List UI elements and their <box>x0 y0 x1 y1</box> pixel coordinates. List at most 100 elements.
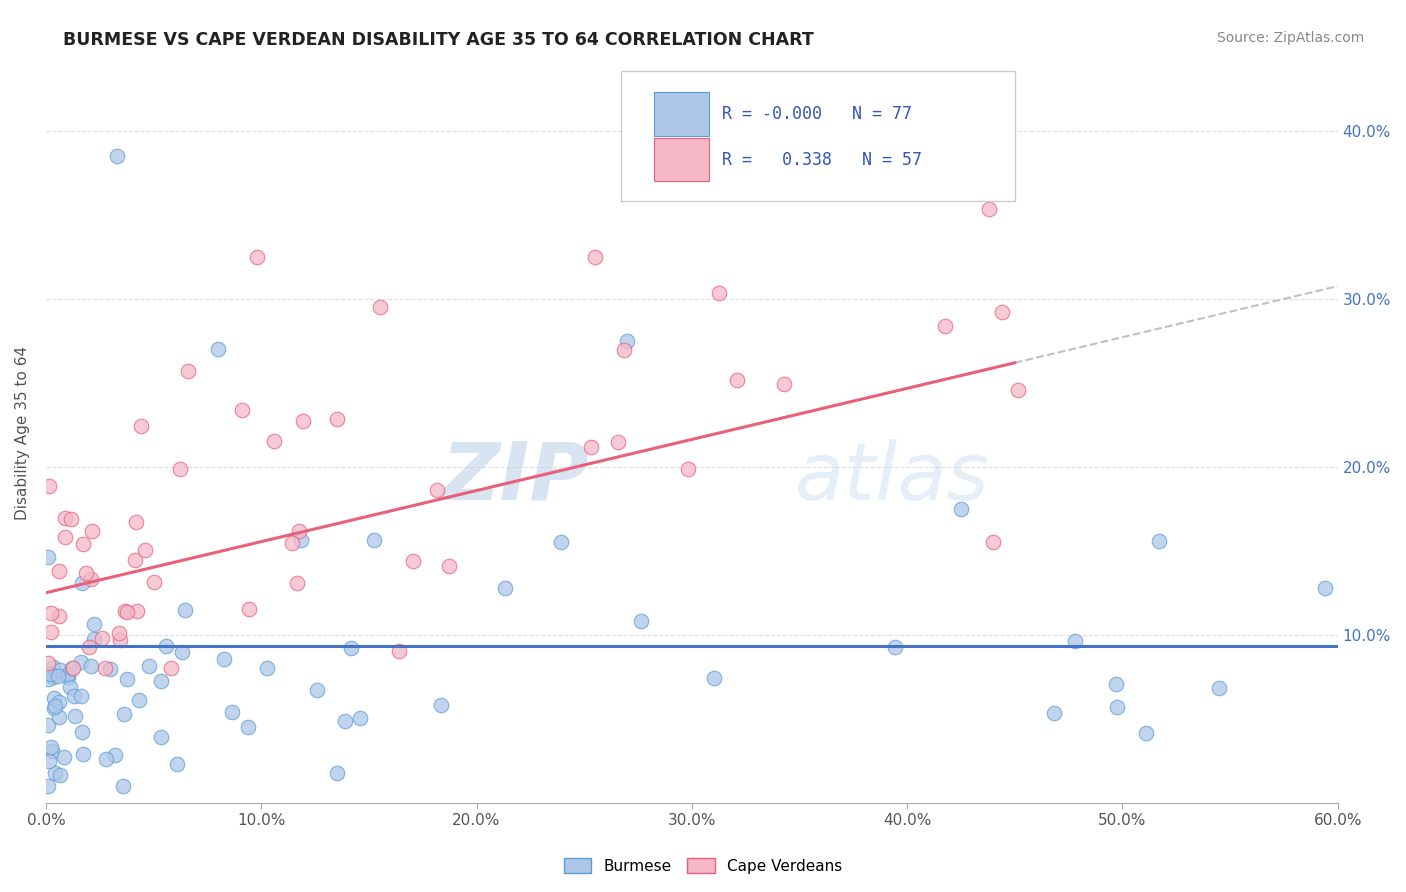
FancyBboxPatch shape <box>654 92 709 136</box>
Point <box>98 662 121 676</box>
Point <box>80 572 103 586</box>
Point <box>94 752 117 766</box>
Point <box>41 670 63 684</box>
Point <box>613 343 636 357</box>
Point <box>207 343 229 357</box>
Point <box>58 667 80 681</box>
Point <box>1042 706 1064 720</box>
Point <box>579 440 602 454</box>
Point <box>142 574 165 589</box>
Point <box>170 645 193 659</box>
Point <box>1105 676 1128 690</box>
Point <box>335 714 357 729</box>
Point <box>155 639 177 653</box>
Point <box>42 660 65 674</box>
Point <box>401 554 423 568</box>
Point <box>246 250 269 264</box>
Point <box>39 625 62 640</box>
Point <box>48 694 70 708</box>
Text: Source: ZipAtlas.com: Source: ZipAtlas.com <box>1216 31 1364 45</box>
Point <box>707 286 730 301</box>
Point <box>70 576 93 591</box>
Point <box>37 779 59 793</box>
Point <box>48 564 70 578</box>
Point <box>56 669 79 683</box>
Point <box>60 511 83 525</box>
Point <box>550 535 572 549</box>
Point <box>105 149 128 163</box>
Point <box>292 414 315 428</box>
Point <box>41 744 63 758</box>
Point <box>494 582 516 596</box>
Point <box>42 701 65 715</box>
Point <box>177 364 200 378</box>
Point <box>112 779 135 793</box>
Point <box>72 747 94 761</box>
Point <box>115 605 138 619</box>
Point <box>58 680 80 694</box>
Point <box>1313 581 1336 595</box>
Point <box>38 479 60 493</box>
Point <box>37 718 59 732</box>
Point <box>39 667 62 681</box>
Point <box>169 461 191 475</box>
Point <box>83 617 105 632</box>
Point <box>326 412 349 426</box>
Point <box>160 661 183 675</box>
Point <box>221 705 243 719</box>
Point <box>727 373 749 387</box>
Point <box>79 640 101 654</box>
Point <box>53 511 76 525</box>
Point <box>38 754 60 768</box>
Point <box>69 656 91 670</box>
Point <box>37 550 59 565</box>
Point <box>238 601 260 615</box>
Point <box>1007 383 1029 397</box>
Point <box>48 608 70 623</box>
Point <box>90 631 112 645</box>
Point <box>150 674 173 689</box>
Point <box>363 533 385 548</box>
Point <box>108 632 131 647</box>
Point <box>75 566 97 581</box>
Point <box>981 535 1004 549</box>
Point <box>70 725 93 739</box>
Text: R =   0.338   N = 57: R = 0.338 N = 57 <box>721 151 921 169</box>
Point <box>256 661 278 675</box>
Point <box>212 652 235 666</box>
Point <box>63 709 86 723</box>
Point <box>44 765 66 780</box>
Point <box>41 606 63 620</box>
Point <box>44 699 66 714</box>
Point <box>703 671 725 685</box>
Point <box>134 542 156 557</box>
Point <box>349 711 371 725</box>
Point <box>437 558 460 573</box>
Point <box>616 334 638 348</box>
FancyBboxPatch shape <box>621 71 1015 201</box>
Y-axis label: Disability Age 35 to 64: Disability Age 35 to 64 <box>15 346 30 520</box>
Text: atlas: atlas <box>796 439 990 516</box>
Point <box>426 483 449 497</box>
Point <box>39 739 62 754</box>
Point <box>150 731 173 745</box>
Legend: Burmese, Cape Verdeans: Burmese, Cape Verdeans <box>558 852 848 880</box>
Point <box>339 640 361 655</box>
Point <box>49 768 72 782</box>
Point <box>127 604 149 618</box>
Point <box>583 250 606 264</box>
Point <box>934 318 956 333</box>
Point <box>773 377 796 392</box>
Point <box>173 603 195 617</box>
Point <box>991 304 1014 318</box>
Text: R = -0.000   N = 77: R = -0.000 N = 77 <box>721 105 911 123</box>
Point <box>326 765 349 780</box>
Point <box>231 403 253 417</box>
Point <box>42 690 65 705</box>
Point <box>48 710 70 724</box>
Point <box>606 435 628 450</box>
Point <box>125 515 148 529</box>
Point <box>1105 700 1128 714</box>
Point <box>263 434 285 449</box>
Point <box>114 604 136 618</box>
